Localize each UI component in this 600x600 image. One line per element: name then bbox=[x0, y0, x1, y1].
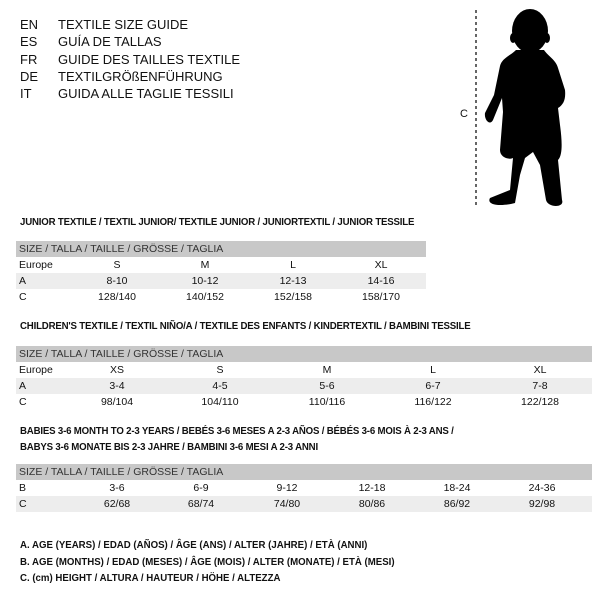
language-code: ES bbox=[20, 34, 38, 50]
table-cell: XL bbox=[374, 259, 388, 271]
table-cell: 92/98 bbox=[528, 498, 556, 510]
table-row: C 128/140 140/152 152/158 158/170 bbox=[16, 289, 426, 305]
table-cell: 104/110 bbox=[201, 396, 239, 408]
row-label: A bbox=[19, 275, 27, 287]
table-cell: 116/122 bbox=[414, 396, 452, 408]
row-label: A bbox=[19, 380, 27, 392]
language-code: IT bbox=[20, 86, 32, 102]
table-cell: 158/170 bbox=[362, 291, 400, 303]
table-cell: M bbox=[200, 259, 210, 271]
table-cell: 6-9 bbox=[193, 482, 209, 494]
language-code: EN bbox=[20, 17, 39, 32]
table-cell: 9-12 bbox=[276, 482, 298, 494]
language-code: DE bbox=[20, 68, 39, 84]
legend-c: C. (cm) HEIGHT / ALTURA / HAUTEUR / HÖHE… bbox=[20, 572, 281, 584]
row-label: B bbox=[19, 482, 27, 494]
language-code: FR bbox=[20, 51, 38, 67]
table-cell: 74/80 bbox=[273, 498, 301, 510]
table-cell: 12-13 bbox=[279, 275, 307, 287]
babies-title-line2: BABYS 3-6 MONATE BIS 2-3 JAHRE / BAMBINI… bbox=[20, 441, 318, 453]
babies-size-table: SIZE / TALLA / TAILLE / GRÖSSE / TAGLIA B… bbox=[16, 464, 592, 512]
table-cell: 8-10 bbox=[106, 275, 128, 287]
table-cell: 140/152 bbox=[186, 291, 224, 303]
table-cell: XL bbox=[533, 364, 547, 376]
table-cell: 110/116 bbox=[308, 396, 346, 408]
table-cell: 98/104 bbox=[100, 396, 134, 408]
size-header: SIZE / TALLA / TAILLE / GRÖSSE / TAGLIA bbox=[16, 464, 592, 480]
table-cell: S bbox=[216, 364, 224, 376]
table-cell: 68/74 bbox=[187, 498, 215, 510]
row-label: Europe bbox=[19, 259, 53, 271]
table-cell: M bbox=[322, 364, 332, 376]
size-header: SIZE / TALLA / TAILLE / GRÖSSE / TAGLIA bbox=[16, 346, 592, 362]
table-cell: 14-16 bbox=[367, 275, 395, 287]
language-title: TEXTILE SIZE GUIDE bbox=[58, 17, 189, 32]
junior-size-table: SIZE / TALLA / TAILLE / GRÖSSE / TAGLIA E… bbox=[16, 241, 426, 305]
table-cell: 24-36 bbox=[528, 482, 556, 494]
table-cell: L bbox=[430, 364, 436, 376]
language-line: FR GUIDE DES TAILLES TEXTILE bbox=[20, 51, 240, 68]
junior-title: JUNIOR TEXTILE / TEXTIL JUNIOR/ TEXTILE … bbox=[20, 216, 415, 228]
table-cell: S bbox=[113, 259, 121, 271]
table-cell: 128/140 bbox=[98, 291, 136, 303]
language-title: GUIDE DES TAILLES TEXTILE bbox=[58, 51, 241, 67]
language-title: TEXTILGRÖßENFÜHRUNG bbox=[58, 68, 223, 84]
language-line: EN TEXTILE SIZE GUIDE bbox=[20, 16, 188, 33]
table-cell: 12-18 bbox=[358, 482, 386, 494]
table-cell: 86/92 bbox=[443, 498, 471, 510]
legend-a: A. AGE (YEARS) / EDAD (AÑOS) / ÂGE (ANS)… bbox=[20, 539, 368, 551]
language-line: IT GUIDA ALLE TAGLIE TESSILI bbox=[20, 85, 234, 102]
table-cell: 4-5 bbox=[212, 380, 228, 392]
table-cell: 3-6 bbox=[109, 482, 125, 494]
table-row: A 3-4 4-5 5-6 6-7 7-8 bbox=[16, 378, 592, 394]
row-label: C bbox=[19, 498, 27, 510]
table-row: B 3-6 6-9 9-12 12-18 18-24 24-36 bbox=[16, 480, 592, 496]
height-measure-label: C bbox=[460, 108, 468, 120]
table-cell: 5-6 bbox=[319, 380, 335, 392]
table-row: C 98/104 104/110 110/116 116/122 122/128 bbox=[16, 394, 592, 410]
table-cell: 80/86 bbox=[358, 498, 386, 510]
language-title: GUÍA DE TALLAS bbox=[58, 34, 162, 50]
table-row: C 62/68 68/74 74/80 80/86 86/92 92/98 bbox=[16, 496, 592, 512]
table-cell: 7-8 bbox=[532, 380, 548, 392]
table-cell: 62/68 bbox=[103, 498, 131, 510]
table-cell: 18-24 bbox=[443, 482, 471, 494]
table-cell: L bbox=[290, 259, 296, 271]
children-title: CHILDREN'S TEXTILE / TEXTIL NIÑO/A / TEX… bbox=[20, 320, 471, 332]
table-row: Europe S M L XL bbox=[16, 257, 426, 273]
language-line: ES GUÍA DE TALLAS bbox=[20, 33, 162, 50]
language-line: DE TEXTILGRÖßENFÜHRUNG bbox=[20, 68, 223, 85]
table-row: A 8-10 10-12 12-13 14-16 bbox=[16, 273, 426, 289]
table-cell: 3-4 bbox=[109, 380, 125, 392]
table-row: Europe XS S M L XL bbox=[16, 362, 592, 378]
row-label: C bbox=[19, 291, 27, 303]
table-cell: 152/158 bbox=[274, 291, 312, 303]
child-silhouette-icon bbox=[475, 9, 566, 207]
table-cell: 122/128 bbox=[521, 396, 559, 408]
row-label: Europe bbox=[19, 364, 53, 376]
row-label: C bbox=[19, 396, 27, 408]
table-cell: 10-12 bbox=[191, 275, 219, 287]
table-cell: XS bbox=[109, 364, 125, 376]
legend-b: B. AGE (MONTHS) / EDAD (MESES) / ÂGE (MO… bbox=[20, 556, 395, 568]
size-header: SIZE / TALLA / TAILLE / GRÖSSE / TAGLIA bbox=[16, 241, 426, 257]
language-title: GUIDA ALLE TAGLIE TESSILI bbox=[58, 86, 234, 102]
children-size-table: SIZE / TALLA / TAILLE / GRÖSSE / TAGLIA E… bbox=[16, 346, 592, 410]
babies-title-line1: BABIES 3-6 MONTH TO 2-3 YEARS / BEBÉS 3-… bbox=[20, 425, 454, 437]
table-cell: 6-7 bbox=[425, 380, 441, 392]
